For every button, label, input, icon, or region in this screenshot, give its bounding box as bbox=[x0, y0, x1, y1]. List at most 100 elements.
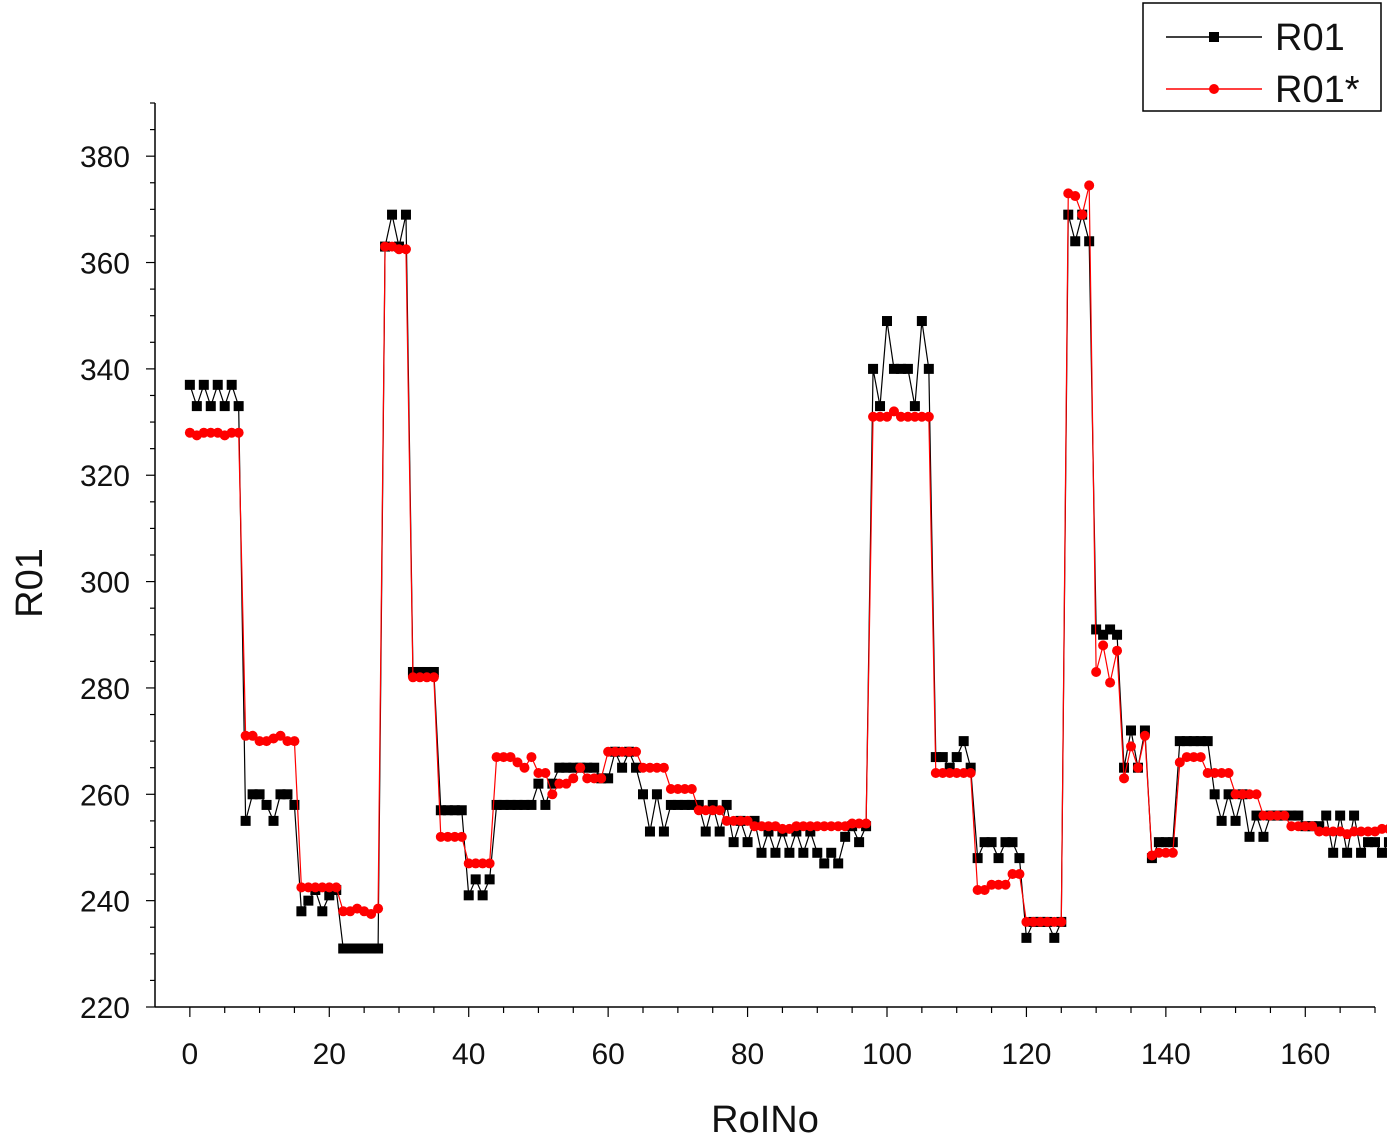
y-tick-label: 360 bbox=[80, 248, 130, 281]
data-point bbox=[1195, 736, 1206, 747]
data-point bbox=[1370, 837, 1380, 848]
data-point bbox=[456, 831, 467, 842]
data-point bbox=[1126, 725, 1136, 736]
data-point bbox=[854, 837, 865, 848]
legend-marker-r01 bbox=[1209, 32, 1219, 42]
data-point bbox=[1209, 789, 1220, 800]
data-point bbox=[1342, 847, 1353, 858]
data-point bbox=[1139, 730, 1150, 741]
y-tick-label: 240 bbox=[80, 886, 130, 919]
data-point bbox=[184, 379, 195, 390]
data-point bbox=[965, 768, 976, 779]
series-r01-star bbox=[184, 180, 1387, 927]
data-point bbox=[888, 363, 899, 374]
data-point bbox=[1244, 831, 1255, 842]
data-point bbox=[247, 789, 258, 800]
y-axis-title: R01 bbox=[9, 548, 51, 618]
data-point bbox=[714, 805, 725, 816]
data-point bbox=[1000, 837, 1011, 848]
data-point bbox=[902, 411, 913, 422]
data-point bbox=[547, 778, 558, 789]
x-tick-label: 100 bbox=[862, 1038, 912, 1071]
data-point bbox=[198, 427, 209, 438]
data-point bbox=[1293, 810, 1304, 821]
data-point bbox=[1070, 191, 1081, 202]
data-point bbox=[233, 427, 244, 438]
data-point bbox=[875, 401, 886, 412]
data-point bbox=[721, 799, 732, 810]
data-point bbox=[435, 805, 446, 816]
legend: R01 R01* bbox=[1142, 2, 1382, 112]
data-point bbox=[909, 401, 920, 412]
data-point bbox=[868, 363, 879, 374]
data-point bbox=[470, 858, 481, 869]
data-point bbox=[414, 672, 425, 683]
data-point bbox=[1007, 837, 1018, 848]
data-point bbox=[770, 847, 781, 858]
data-point bbox=[491, 752, 502, 763]
data-point bbox=[1321, 826, 1332, 837]
data-point bbox=[1230, 789, 1241, 800]
data-point bbox=[1098, 629, 1109, 640]
data-point bbox=[1202, 768, 1213, 779]
data-point bbox=[1230, 815, 1241, 826]
data-point bbox=[617, 746, 628, 757]
data-point bbox=[665, 799, 676, 810]
data-point bbox=[805, 826, 816, 837]
data-point bbox=[554, 778, 565, 789]
data-point bbox=[373, 903, 384, 914]
data-point bbox=[707, 799, 718, 810]
data-point bbox=[296, 882, 307, 893]
data-point bbox=[589, 762, 600, 773]
data-point bbox=[965, 762, 976, 773]
data-point bbox=[756, 847, 767, 858]
x-tick-label: 40 bbox=[452, 1038, 485, 1071]
data-point bbox=[735, 815, 746, 826]
data-point bbox=[540, 799, 551, 810]
data-point bbox=[763, 826, 774, 837]
data-point bbox=[1223, 768, 1234, 779]
data-point bbox=[1356, 847, 1367, 858]
data-point bbox=[519, 762, 530, 773]
data-point bbox=[882, 411, 892, 422]
legend-label-r01-star: R01* bbox=[1275, 69, 1360, 111]
data-point bbox=[1188, 736, 1199, 747]
y-tick-label: 300 bbox=[80, 567, 130, 600]
data-point bbox=[658, 762, 669, 773]
data-point bbox=[498, 799, 509, 810]
data-point bbox=[603, 773, 614, 784]
data-point bbox=[840, 831, 851, 842]
data-point bbox=[1035, 916, 1046, 927]
data-point bbox=[338, 943, 349, 954]
data-point bbox=[282, 789, 293, 800]
data-point bbox=[568, 773, 579, 784]
data-point bbox=[693, 805, 704, 816]
data-point bbox=[986, 837, 997, 848]
data-point bbox=[1251, 789, 1262, 800]
data-point bbox=[728, 837, 739, 848]
data-point bbox=[1279, 810, 1290, 821]
data-point bbox=[749, 821, 760, 832]
data-point bbox=[324, 882, 335, 893]
data-point bbox=[505, 799, 516, 810]
y-tick-label: 280 bbox=[80, 673, 130, 706]
data-point bbox=[1167, 847, 1178, 858]
data-point bbox=[198, 379, 209, 390]
data-point bbox=[617, 762, 628, 773]
x-tick-label: 80 bbox=[731, 1038, 764, 1071]
data-point bbox=[254, 789, 265, 800]
data-point bbox=[951, 752, 962, 763]
data-point bbox=[1021, 916, 1032, 927]
data-point bbox=[477, 890, 488, 901]
data-point bbox=[1328, 847, 1339, 858]
data-point bbox=[589, 773, 600, 784]
data-point bbox=[944, 762, 955, 773]
data-point bbox=[993, 879, 1004, 890]
data-point bbox=[930, 768, 941, 779]
data-point bbox=[1091, 624, 1102, 635]
data-point bbox=[1167, 837, 1178, 848]
data-point bbox=[1356, 826, 1367, 837]
data-point bbox=[672, 799, 683, 810]
data-point bbox=[631, 746, 642, 757]
data-point bbox=[428, 672, 439, 683]
